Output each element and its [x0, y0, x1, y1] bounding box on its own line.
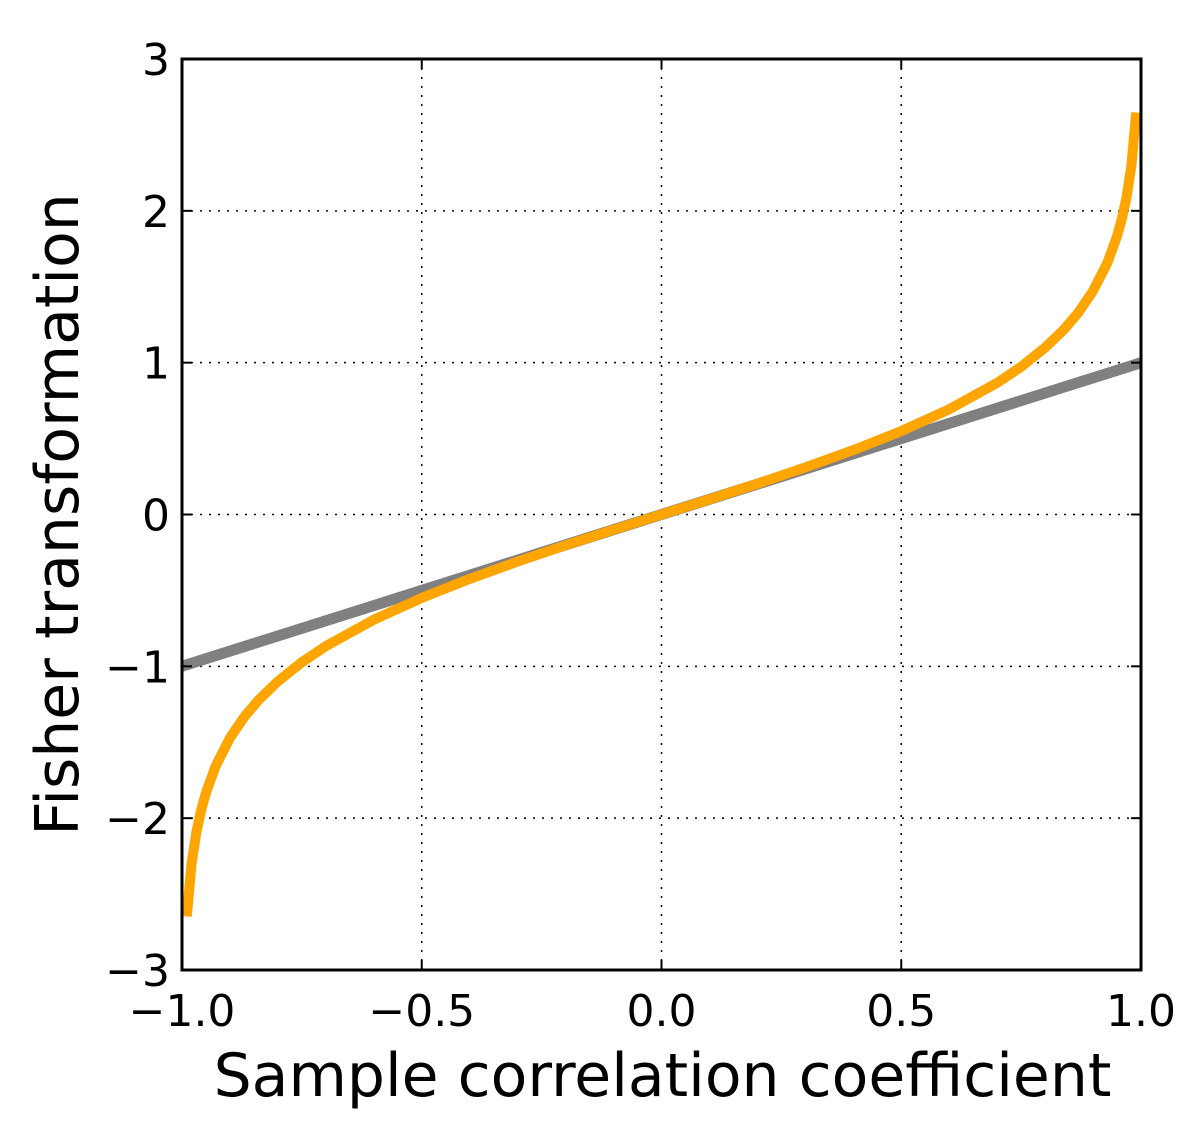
y-tick-label: 2	[142, 187, 170, 238]
series-line-2	[182, 112, 1141, 917]
y-axis-label: Fisher transformation	[23, 193, 93, 836]
y-tick-label: −3	[105, 946, 170, 997]
y-tick-label: −1	[105, 642, 170, 693]
x-tick-label: −0.5	[368, 986, 475, 1037]
x-tick-label: 1.0	[1106, 986, 1176, 1037]
x-axis-label: Sample correlation coefficient	[214, 1041, 1112, 1111]
y-tick-label: 0	[142, 491, 170, 542]
y-tick-label: 3	[142, 35, 170, 86]
plot-lines	[182, 112, 1141, 917]
y-tick-label: −2	[105, 794, 170, 845]
axis-ticks: −1.0 −0.5 0.0 0.5 1.0 −3 −2 −1 0 1 2 3	[105, 35, 1176, 1037]
x-tick-label: 0.5	[866, 986, 936, 1037]
x-tick-label: −1.0	[129, 986, 236, 1037]
x-tick-label: 0.0	[627, 986, 697, 1037]
y-tick-label: 1	[142, 339, 170, 390]
